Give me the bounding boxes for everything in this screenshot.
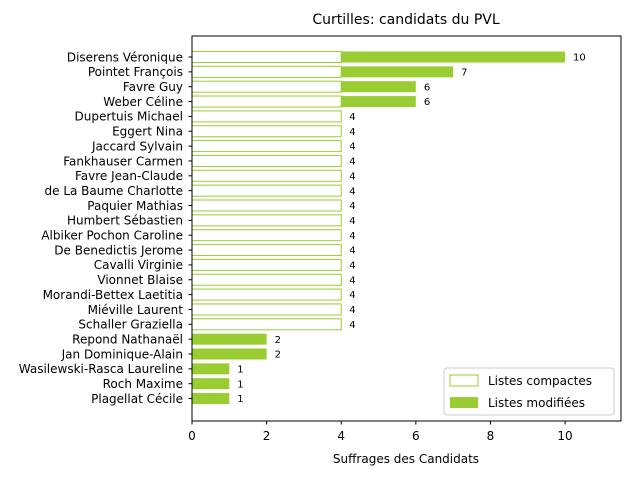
category-label: Eggert Nina xyxy=(112,125,183,139)
category-label: Favre Guy xyxy=(123,80,183,94)
bar-compactes xyxy=(191,318,342,331)
category-label: Morandi-Bettex Laetitia xyxy=(43,288,183,302)
value-label: 4 xyxy=(349,171,355,182)
value-label: 4 xyxy=(349,320,355,331)
value-labels: 10 7 6 6 4 4 4 4 4 4 4 4 4 4 4 4 4 4 4 2 2 1 1 1 xyxy=(237,53,585,406)
category-label: Weber Céline xyxy=(103,95,183,109)
plot-frame xyxy=(191,35,622,422)
bar-compactes xyxy=(191,229,342,242)
category-label: Wasilewski-Rasca Laureline xyxy=(19,362,183,376)
category-label: Favre Jean-Claude xyxy=(75,169,183,183)
category-label: Schaller Graziella xyxy=(78,318,183,332)
value-label: 1 xyxy=(237,379,243,390)
category-label: De Benedictis Jerome xyxy=(54,243,183,257)
bars-layer xyxy=(191,51,566,405)
value-label: 4 xyxy=(349,275,355,286)
category-label: Repond Nathanaël xyxy=(72,332,183,346)
value-label: 4 xyxy=(349,261,355,272)
category-label: Miéville Laurent xyxy=(88,303,184,317)
bar-compactes xyxy=(191,273,342,286)
bar-compactes xyxy=(191,258,342,271)
legend-label-compactes: Listes compactes xyxy=(488,374,592,388)
category-label: Albiker Pochon Caroline xyxy=(41,229,183,243)
bar-compactes xyxy=(191,288,342,301)
category-label: Vionnet Blaise xyxy=(97,273,183,287)
bar-compactes xyxy=(191,244,342,257)
bar-compactes xyxy=(191,95,342,108)
x-tick-label: 6 xyxy=(412,429,420,443)
value-label: 4 xyxy=(349,142,355,153)
bar-modifiees xyxy=(192,333,267,345)
value-label: 7 xyxy=(461,67,467,78)
x-tick-label: 2 xyxy=(263,429,271,443)
value-label: 4 xyxy=(349,112,355,123)
value-label: 4 xyxy=(349,290,355,301)
value-label: 4 xyxy=(349,231,355,242)
value-label: 4 xyxy=(349,201,355,212)
value-label: 4 xyxy=(349,157,355,168)
category-label: Cavalli Virginie xyxy=(94,258,183,272)
legend-swatch-compactes xyxy=(449,374,479,387)
category-label: Jaccard Sylvain xyxy=(91,139,183,153)
bar-compactes xyxy=(191,303,342,316)
value-label: 10 xyxy=(573,53,586,64)
x-tick-label: 0 xyxy=(188,429,196,443)
category-label: Paquier Mathias xyxy=(87,199,183,213)
legend-frame xyxy=(443,367,615,416)
value-label: 4 xyxy=(349,127,355,138)
bar-compactes xyxy=(191,140,342,153)
bar-modifiees xyxy=(341,96,416,108)
value-label: 6 xyxy=(424,82,430,93)
chart-title: Curtilles: candidats du PVL xyxy=(312,12,499,28)
legend-label-modifiees: Listes modifiées xyxy=(488,396,585,410)
bar-modifiees xyxy=(341,66,454,78)
bar-compactes xyxy=(191,214,342,227)
category-label: Pointet François xyxy=(88,65,183,79)
x-tick-label: 4 xyxy=(337,429,345,443)
bar-compactes xyxy=(191,169,342,182)
bar-compactes xyxy=(191,51,342,63)
bar-modifiees xyxy=(341,51,566,63)
value-label: 4 xyxy=(349,305,355,316)
value-label: 2 xyxy=(275,350,281,361)
value-label: 4 xyxy=(349,246,355,257)
category-label: Humbert Sébastien xyxy=(67,214,183,228)
bar-compactes xyxy=(191,125,342,138)
category-label: Plagellat Cécile xyxy=(91,392,183,406)
bar-modifiees xyxy=(192,378,230,390)
category-label: Jan Dominique-Alain xyxy=(61,347,183,361)
bar-compactes xyxy=(191,184,342,197)
x-axis-label: Suffrages des Candidats xyxy=(333,452,479,466)
bar-compactes xyxy=(191,154,342,167)
category-label: de La Baume Charlotte xyxy=(45,184,184,198)
bar-modifiees xyxy=(192,348,267,360)
bar-modifiees xyxy=(341,81,416,93)
value-label: 6 xyxy=(424,97,430,108)
bar-compactes xyxy=(191,199,342,212)
category-label: Fankhauser Carmen xyxy=(63,154,183,168)
x-axis-ticks: 0 2 4 6 8 10 xyxy=(188,421,573,443)
category-label: Roch Maxime xyxy=(103,377,183,391)
bar-compactes xyxy=(191,80,342,93)
value-label: 2 xyxy=(275,335,281,346)
x-tick-label: 10 xyxy=(557,429,572,443)
bar-compactes xyxy=(191,65,342,78)
x-tick-label: 8 xyxy=(487,429,495,443)
category-label: Dupertuis Michael xyxy=(75,110,183,124)
bar-modifiees xyxy=(192,363,230,375)
bar-modifiees xyxy=(192,393,230,405)
value-label: 4 xyxy=(349,216,355,227)
value-label: 4 xyxy=(349,186,355,197)
legend-swatch-modifiees xyxy=(450,397,478,408)
category-label: Diserens Véronique xyxy=(67,50,183,64)
value-label: 1 xyxy=(237,364,243,375)
bar-compactes xyxy=(191,110,342,123)
legend: Listes compactes Listes modifiées xyxy=(443,367,615,416)
value-label: 1 xyxy=(237,394,243,405)
